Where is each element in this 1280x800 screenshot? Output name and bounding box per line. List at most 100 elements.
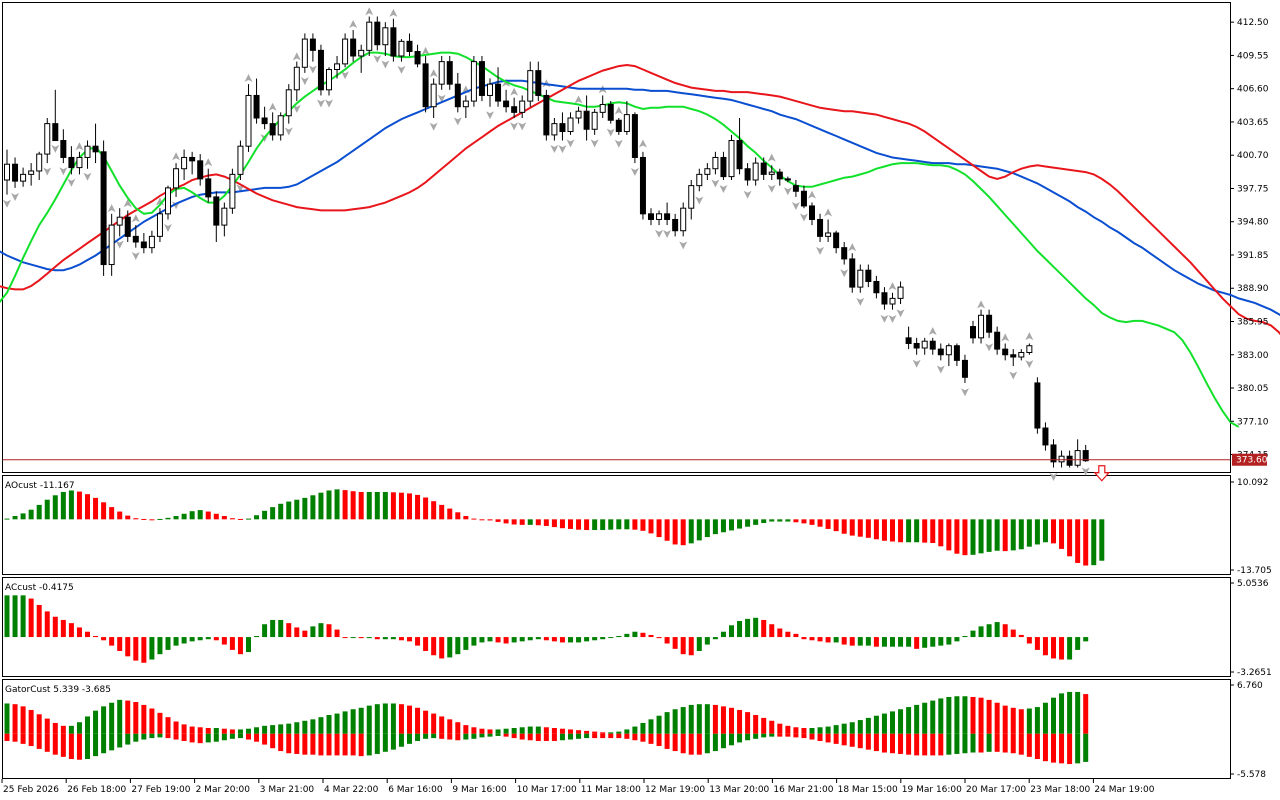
GatorCust-bar-1-26 [213, 733, 219, 742]
candle-body-18 [148, 235, 155, 249]
GatorCust-bar-0-97 [785, 725, 791, 734]
candle-body-60 [487, 83, 493, 96]
GatorCust-bar-1-22 [181, 733, 187, 741]
GatorCust-bar-0-70 [568, 729, 573, 734]
GatorCust-bar-1-58 [471, 733, 477, 739]
candle-body-57 [462, 100, 469, 108]
GatorCust-bar-1-109 [881, 733, 887, 753]
GatorCust-bar-0-74 [600, 732, 606, 734]
GatorCust-bar-1-38 [310, 733, 316, 755]
candle-body-86 [696, 173, 703, 187]
AOcust-bar-0-43 [350, 491, 356, 520]
AOcust-bar-0-88 [712, 519, 718, 535]
candle-body-4 [36, 153, 43, 172]
GatorCust-bar-1-98 [793, 733, 799, 738]
GatorCust-bar-0-68 [551, 727, 557, 734]
fractal-down-14 [292, 104, 301, 113]
candle-body-29 [237, 145, 244, 175]
ac-label: ACcust -0.4175 [5, 583, 74, 593]
ACcust-bar-0-7 [60, 619, 66, 638]
GatorCust-bar-0-35 [286, 723, 292, 734]
ACcust-bar-0-62 [503, 637, 509, 644]
ACcust-bar-0-63 [511, 637, 517, 643]
GatorCust-bar-0-17 [141, 704, 147, 734]
candle-body-37 [301, 38, 308, 68]
ACcust-bar-0-109 [881, 637, 887, 647]
fractal-down-9 [164, 224, 172, 233]
current-price-marker [3, 459, 1230, 482]
candle-body-21 [173, 168, 180, 189]
AOcust-bar-0-71 [576, 519, 582, 530]
AOcust-bar-0-136 [1099, 519, 1105, 561]
GatorCust-bar-1-87 [704, 733, 710, 754]
alligator-line-0 [0, 79, 1280, 317]
candle-body-91 [736, 140, 743, 170]
ACcust-bar-0-84 [680, 637, 686, 655]
GatorCust-bar-1-30 [246, 733, 251, 740]
GatorCust-bar-1-94 [761, 733, 767, 738]
ACcust-bar-0-13 [109, 637, 115, 646]
fractal-up-9 [268, 102, 277, 111]
ACcust-bar-0-86 [696, 637, 702, 651]
fractal-down-22 [397, 65, 406, 74]
AOcust-bar-0-87 [704, 519, 710, 538]
fractal-down-6 [83, 172, 92, 181]
ACcust-bar-0-15 [125, 637, 131, 657]
candle-body-1 [12, 163, 19, 182]
candle-body-56 [454, 83, 461, 108]
ACcust-bar-0-90 [729, 625, 734, 638]
candle-body-64 [519, 100, 526, 113]
AOcust-bar-0-82 [664, 519, 670, 541]
candle-body-3 [28, 170, 35, 175]
GatorCust-bar-0-47 [382, 703, 388, 734]
fractal-down-19 [341, 71, 350, 80]
GatorCust-bar-0-121 [978, 697, 984, 734]
ACcust-bar-0-81 [656, 637, 662, 639]
ACcust-bar-0-0 [4, 595, 10, 638]
ACcust-bar-0-65 [527, 637, 533, 641]
time-tick-4: 3 Mar 21:00 [260, 785, 315, 795]
GatorCust-bar-1-51 [415, 733, 421, 741]
ACcust-bar-0-102 [825, 637, 831, 643]
AOcust-bar-0-18 [149, 519, 155, 521]
fractal-down-32 [590, 139, 599, 148]
GatorCust-bar-1-50 [407, 733, 412, 744]
AOcust-bar-0-131 [1059, 519, 1065, 549]
fractal-down-4 [59, 167, 68, 176]
ACcust-bar-0-132 [1067, 637, 1073, 660]
GatorCust-bar-0-53 [431, 713, 437, 734]
AOcust-bar-0-36 [294, 499, 300, 520]
GatorCust-bar-0-10 [85, 716, 90, 734]
candle-body-27 [221, 207, 228, 226]
GatorCust-bar-0-80 [648, 719, 654, 734]
ACcust-bar-0-48 [390, 637, 396, 640]
fractal-up-29 [928, 326, 937, 335]
ACcust-bar-0-74 [600, 637, 606, 640]
candle-body-55 [446, 61, 453, 85]
ACcust-bar-0-106 [857, 637, 863, 646]
AOcust-bar-0-33 [270, 507, 276, 520]
GatorCust-bar-0-29 [237, 729, 243, 734]
AOcust-bar-0-75 [608, 519, 614, 530]
gator-label: GatorCust 5.339 -3.685 [5, 685, 111, 695]
AOcust-bar-0-9 [76, 491, 82, 520]
GatorCust-bar-1-39 [318, 733, 324, 756]
GatorCust-bar-1-72 [584, 733, 590, 739]
candle-body-76 [615, 119, 622, 133]
AOcust-bar-0-21 [173, 515, 179, 520]
GatorCust-bar-0-90 [729, 707, 734, 734]
GatorCust-bar-1-118 [954, 733, 960, 754]
ACcust-bar-0-117 [946, 637, 952, 645]
GatorCust-bar-0-81 [656, 715, 662, 734]
GatorCust-bar-1-20 [165, 733, 171, 739]
GatorCust-bar-1-47 [382, 733, 388, 752]
ACcust-bar-0-80 [648, 634, 654, 638]
fractal-down-39 [695, 196, 704, 205]
GatorCust-bar-1-131 [1059, 733, 1065, 764]
GatorCust-bar-0-128 [1034, 707, 1040, 734]
AOcust-bar-0-99 [801, 519, 807, 524]
ACcust-bar-0-108 [873, 637, 879, 647]
ACcust-bar-0-32 [262, 624, 268, 638]
candle-body-59 [478, 61, 485, 96]
GatorCust-bar-1-24 [197, 733, 203, 744]
